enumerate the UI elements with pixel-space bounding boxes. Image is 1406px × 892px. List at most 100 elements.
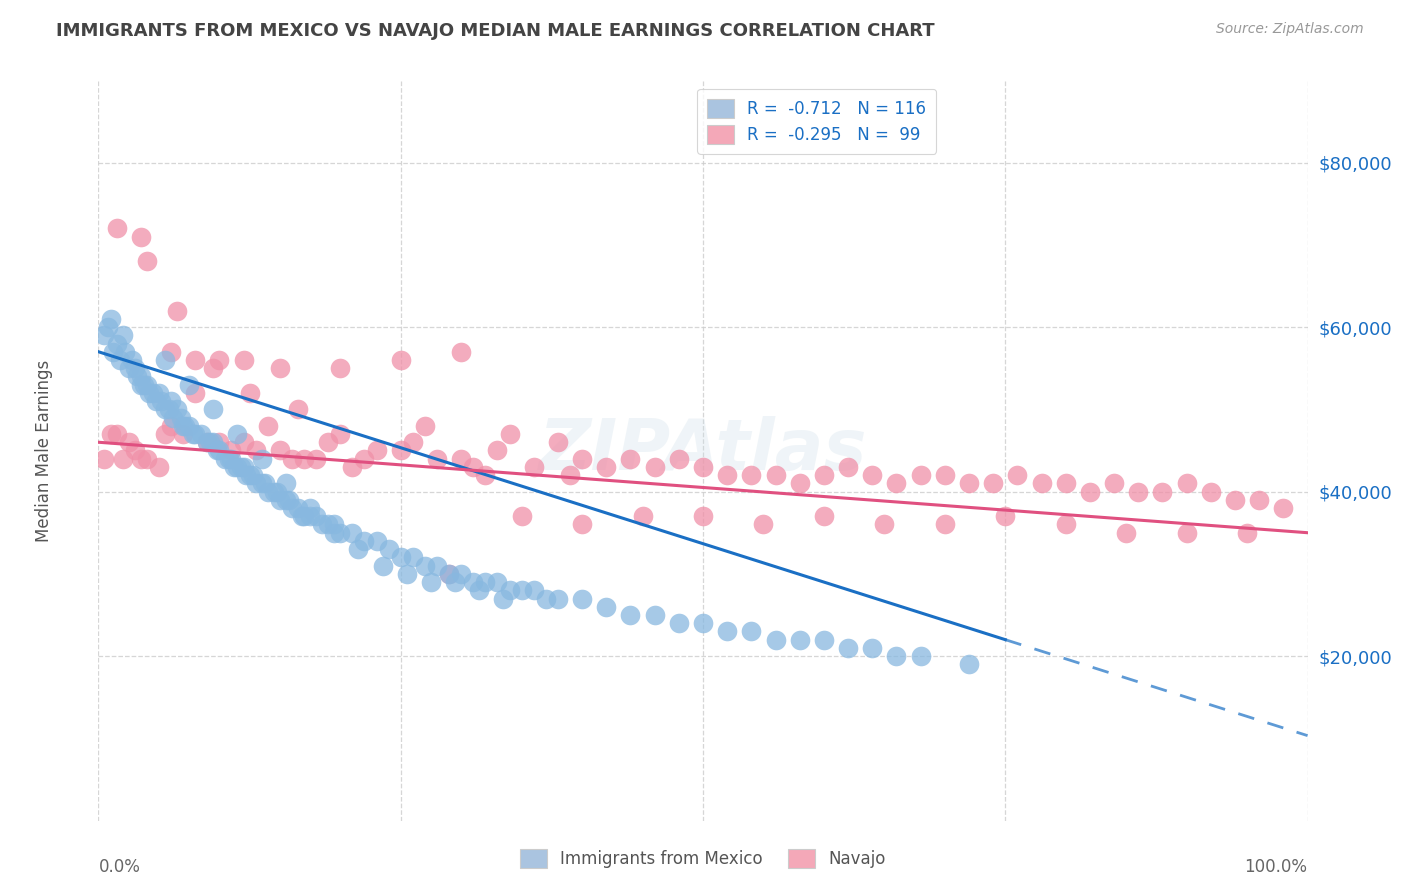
Point xyxy=(1102,476,1125,491)
Point xyxy=(547,591,569,606)
Point xyxy=(1272,501,1295,516)
Point xyxy=(813,468,835,483)
Point xyxy=(195,435,218,450)
Point xyxy=(692,459,714,474)
Point xyxy=(813,632,835,647)
Point xyxy=(184,385,207,400)
Point xyxy=(474,575,496,590)
Point xyxy=(292,509,315,524)
Point xyxy=(510,509,533,524)
Point xyxy=(114,344,136,359)
Point xyxy=(202,402,225,417)
Point xyxy=(934,468,956,483)
Point xyxy=(202,361,225,376)
Point xyxy=(389,443,412,458)
Point xyxy=(668,616,690,631)
Point xyxy=(222,459,245,474)
Point xyxy=(198,435,221,450)
Legend: R =  -0.712   N = 116, R =  -0.295   N =  99: R = -0.712 N = 116, R = -0.295 N = 99 xyxy=(697,88,936,153)
Point xyxy=(254,476,277,491)
Point xyxy=(981,476,1004,491)
Point xyxy=(111,451,134,466)
Point xyxy=(366,533,388,548)
Point xyxy=(716,468,738,483)
Point xyxy=(323,525,346,540)
Point xyxy=(402,435,425,450)
Point xyxy=(138,385,160,400)
Point xyxy=(129,451,152,466)
Point xyxy=(226,459,249,474)
Point xyxy=(450,451,472,466)
Point xyxy=(1199,484,1222,499)
Point xyxy=(644,607,666,622)
Point xyxy=(235,468,257,483)
Point xyxy=(426,558,449,573)
Point xyxy=(619,451,641,466)
Point xyxy=(101,344,124,359)
Point xyxy=(498,427,520,442)
Point xyxy=(329,361,352,376)
Point xyxy=(105,221,128,235)
Point xyxy=(1249,492,1271,507)
Point xyxy=(474,468,496,483)
Point xyxy=(250,476,273,491)
Point xyxy=(218,451,240,466)
Point xyxy=(299,501,322,516)
Point xyxy=(1031,476,1053,491)
Point xyxy=(1054,517,1077,532)
Point xyxy=(692,509,714,524)
Point xyxy=(274,476,297,491)
Point xyxy=(329,525,352,540)
Point xyxy=(108,353,131,368)
Point xyxy=(886,476,908,491)
Point xyxy=(266,484,288,499)
Point xyxy=(100,427,122,442)
Point xyxy=(118,435,141,450)
Point xyxy=(353,451,375,466)
Point xyxy=(342,525,364,540)
Point xyxy=(208,353,231,368)
Point xyxy=(166,303,188,318)
Point xyxy=(190,427,212,442)
Point xyxy=(329,427,352,442)
Point xyxy=(716,624,738,639)
Point xyxy=(208,443,231,458)
Point xyxy=(558,468,581,483)
Point xyxy=(860,468,883,483)
Point xyxy=(229,459,252,474)
Point xyxy=(523,459,546,474)
Point xyxy=(174,418,197,433)
Point xyxy=(316,517,339,532)
Point xyxy=(437,566,460,581)
Point xyxy=(160,344,183,359)
Point xyxy=(389,353,412,368)
Point xyxy=(135,451,157,466)
Point xyxy=(444,575,467,590)
Point xyxy=(97,320,120,334)
Point xyxy=(631,509,654,524)
Point xyxy=(208,435,231,450)
Point xyxy=(886,649,908,664)
Point xyxy=(420,575,443,590)
Point xyxy=(740,624,762,639)
Point xyxy=(162,410,184,425)
Point xyxy=(413,558,436,573)
Point xyxy=(492,591,515,606)
Point xyxy=(121,353,143,368)
Point xyxy=(311,517,333,532)
Point xyxy=(934,517,956,532)
Point xyxy=(1223,492,1246,507)
Point xyxy=(153,353,176,368)
Point xyxy=(571,451,593,466)
Point xyxy=(134,377,156,392)
Point xyxy=(269,443,291,458)
Point xyxy=(1054,476,1077,491)
Point xyxy=(239,385,262,400)
Point xyxy=(129,229,152,244)
Point xyxy=(305,509,328,524)
Point xyxy=(153,402,176,417)
Point xyxy=(181,427,204,442)
Point xyxy=(105,336,128,351)
Point xyxy=(692,616,714,631)
Point xyxy=(450,566,472,581)
